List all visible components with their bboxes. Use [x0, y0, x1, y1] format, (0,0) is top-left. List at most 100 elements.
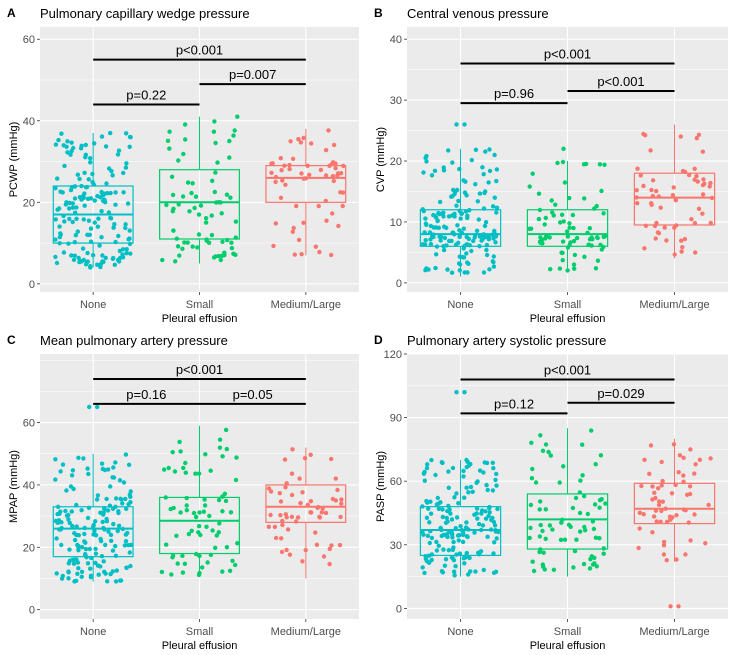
data-point: [273, 221, 278, 226]
data-point: [424, 222, 429, 227]
x-tick-label: None: [447, 299, 473, 311]
panel-letter: A: [7, 6, 16, 20]
data-point: [570, 505, 576, 511]
p-value-label: p=0.16: [126, 387, 166, 402]
x-axis-title: Pleural effusion: [530, 640, 606, 652]
data-point: [315, 505, 320, 510]
data-point: [422, 230, 427, 235]
data-point: [477, 244, 482, 249]
data-point: [99, 209, 104, 214]
data-point: [457, 254, 462, 259]
data-point: [235, 541, 240, 546]
data-point: [598, 242, 603, 247]
data-point: [540, 448, 546, 453]
data-point: [232, 128, 237, 133]
data-point: [191, 510, 197, 516]
data-point: [73, 233, 79, 238]
data-point: [674, 557, 679, 562]
data-point: [682, 236, 688, 242]
data-point: [60, 190, 65, 195]
data-point: [466, 490, 471, 495]
data-point: [90, 524, 96, 529]
data-point: [72, 196, 78, 201]
data-point: [186, 531, 192, 537]
data-point: [649, 187, 654, 193]
data-point: [423, 216, 428, 221]
data-point: [670, 193, 676, 198]
data-point: [465, 534, 470, 540]
data-point: [82, 170, 87, 175]
data-point: [423, 238, 428, 243]
data-point: [82, 191, 87, 196]
data-point: [124, 161, 129, 166]
data-point: [83, 546, 89, 552]
data-point: [197, 570, 202, 576]
data-point: [636, 545, 641, 551]
data-point: [465, 215, 470, 221]
data-point: [98, 564, 103, 569]
data-point: [422, 469, 427, 475]
panel-title: Pulmonary artery systolic pressure: [407, 333, 606, 348]
data-point: [427, 230, 433, 235]
data-point: [553, 202, 558, 207]
data-point: [128, 500, 133, 505]
data-point: [57, 527, 62, 532]
data-point: [538, 433, 543, 438]
data-point: [176, 202, 181, 207]
data-point: [223, 427, 229, 433]
y-axis-title: CVP (mmHg): [375, 127, 387, 192]
data-point: [120, 526, 126, 532]
data-point: [490, 488, 496, 493]
data-point: [439, 460, 444, 465]
data-point: [465, 242, 470, 247]
data-point: [222, 491, 228, 496]
data-point: [213, 545, 218, 550]
y-tick-label: 0: [29, 605, 35, 617]
data-point: [220, 239, 225, 244]
data-point: [537, 239, 543, 244]
data-point: [420, 242, 425, 247]
data-point: [126, 462, 132, 467]
data-point: [664, 238, 669, 243]
data-point: [635, 166, 640, 171]
data-point: [530, 466, 535, 472]
data-point: [67, 200, 72, 206]
data-point: [487, 147, 492, 152]
outlier-point: [454, 389, 459, 395]
data-point: [92, 141, 97, 146]
data-point: [117, 478, 123, 483]
data-point: [292, 252, 297, 257]
data-point: [683, 552, 688, 557]
data-point: [167, 129, 172, 134]
x-tick-label: None: [80, 299, 106, 311]
data-point: [55, 511, 60, 517]
data-point: [660, 499, 665, 504]
data-point: [176, 158, 181, 163]
data-point: [59, 542, 64, 548]
data-point: [493, 232, 499, 238]
data-point: [61, 143, 66, 148]
data-point: [81, 456, 86, 461]
data-point: [443, 557, 449, 562]
data-point: [426, 267, 431, 272]
data-point: [701, 177, 706, 182]
data-point: [95, 262, 100, 267]
data-point: [125, 201, 131, 206]
data-point: [433, 472, 438, 478]
data-point: [708, 456, 713, 461]
data-point: [53, 457, 58, 462]
data-point: [53, 477, 58, 482]
data-point: [71, 561, 77, 566]
data-point: [82, 203, 87, 208]
data-point: [73, 578, 79, 583]
data-point: [603, 501, 608, 506]
data-point: [66, 241, 71, 246]
data-point: [86, 177, 92, 182]
data-point: [69, 509, 75, 514]
data-point: [474, 228, 480, 233]
data-point: [233, 252, 238, 257]
data-point: [63, 202, 69, 207]
data-point: [458, 216, 463, 221]
data-point: [208, 552, 214, 558]
y-tick-label: 40: [23, 116, 35, 128]
